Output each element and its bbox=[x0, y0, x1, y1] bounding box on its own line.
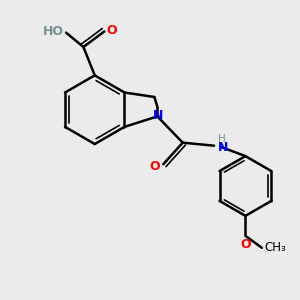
Text: N: N bbox=[218, 141, 228, 154]
Text: H: H bbox=[218, 134, 225, 144]
Text: N: N bbox=[153, 109, 163, 122]
Text: O: O bbox=[150, 160, 160, 173]
Text: CH₃: CH₃ bbox=[264, 241, 286, 254]
Text: O: O bbox=[107, 24, 117, 37]
Text: HO: HO bbox=[43, 25, 64, 38]
Text: O: O bbox=[240, 238, 251, 251]
